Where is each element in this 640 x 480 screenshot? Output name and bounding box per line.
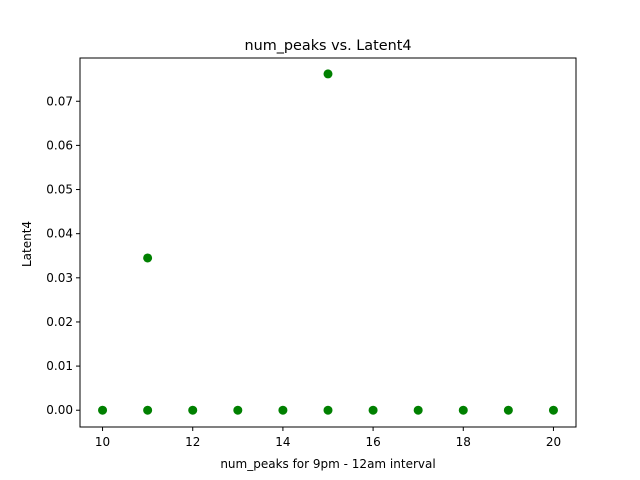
data-point — [233, 405, 243, 415]
data-point — [143, 253, 153, 263]
data-point — [143, 405, 153, 415]
y-tick-label: 0.06 — [46, 138, 73, 152]
y-axis-ticks: 0.00 0.01 0.02 0.03 0.04 0.05 0.06 0.07 — [46, 94, 80, 417]
y-tick-label: 0.04 — [46, 227, 73, 241]
chart-title: num_peaks vs. Latent4 — [244, 38, 411, 54]
y-tick-label: 0.05 — [46, 183, 73, 197]
data-point — [503, 405, 513, 415]
data-point — [548, 405, 558, 415]
data-point — [368, 405, 378, 415]
x-tick-label: 16 — [365, 435, 380, 449]
x-tick-label: 20 — [546, 435, 561, 449]
data-point — [278, 405, 288, 415]
y-tick-label: 0.03 — [46, 271, 73, 285]
data-point — [413, 405, 423, 415]
data-points — [98, 69, 558, 415]
x-axis-ticks: 10 12 14 16 18 20 — [95, 427, 561, 449]
plot-frame — [79, 57, 577, 428]
data-point — [98, 405, 108, 415]
x-axis-label: num_peaks for 9pm - 12am interval — [220, 457, 435, 471]
data-point — [323, 69, 333, 79]
data-point — [458, 405, 468, 415]
y-axis-label: Latent4 — [20, 221, 34, 267]
y-tick-label: 0.07 — [46, 94, 73, 108]
x-tick-label: 12 — [185, 435, 200, 449]
x-tick-label: 18 — [456, 435, 471, 449]
data-point — [323, 405, 333, 415]
y-tick-label: 0.02 — [46, 315, 73, 329]
x-tick-label: 14 — [275, 435, 290, 449]
x-tick-label: 10 — [95, 435, 110, 449]
data-point — [188, 405, 198, 415]
y-tick-label: 0.00 — [46, 403, 73, 417]
y-tick-label: 0.01 — [46, 359, 73, 373]
